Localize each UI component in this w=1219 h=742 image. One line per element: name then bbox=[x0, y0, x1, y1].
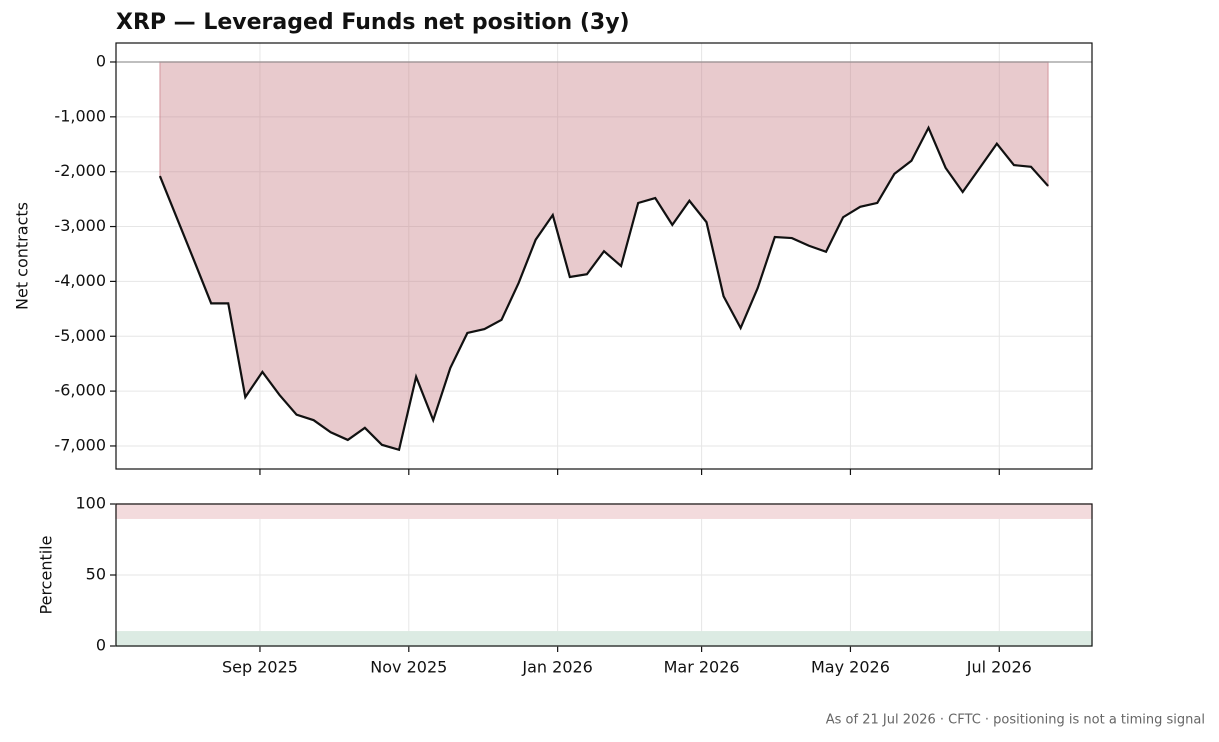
footnote: As of 21 Jul 2026 · CFTC · positioning i… bbox=[826, 713, 1205, 728]
y-tick-label: -7,000 bbox=[54, 435, 106, 454]
x-tick-label: Sep 2025 bbox=[222, 658, 298, 677]
plot-frame bbox=[115, 503, 1093, 647]
line bbox=[158, 125, 1049, 452]
y-tick-label: -3,000 bbox=[54, 216, 106, 235]
x-tick-label: May 2026 bbox=[811, 658, 890, 677]
y-tick-label: -6,000 bbox=[54, 381, 106, 400]
y-tick-label: 50 bbox=[86, 565, 106, 584]
y-tick-label: 0 bbox=[96, 51, 106, 70]
x-tick-label: Mar 2026 bbox=[664, 658, 740, 677]
y-tick-label: -1,000 bbox=[54, 106, 106, 125]
y-tick-label: 0 bbox=[96, 636, 106, 655]
y-tick-label: -4,000 bbox=[54, 271, 106, 290]
plot-frame bbox=[115, 42, 1093, 470]
y-axis-label: Percentile bbox=[37, 536, 56, 615]
band bbox=[115, 503, 1093, 519]
band bbox=[115, 631, 1093, 647]
area bbox=[159, 61, 1049, 451]
y-axis-label: Net contracts bbox=[13, 202, 32, 310]
x-tick-label: Nov 2025 bbox=[370, 658, 447, 677]
y-tick-label: 100 bbox=[75, 494, 106, 513]
chart-title: XRP — Leveraged Funds net position (3y) bbox=[116, 10, 630, 35]
x-tick-label: Jul 2026 bbox=[966, 658, 1032, 677]
y-tick-label: -2,000 bbox=[54, 161, 106, 180]
x-tick-label: Jan 2026 bbox=[521, 658, 592, 677]
y-tick-label: -5,000 bbox=[54, 326, 106, 345]
